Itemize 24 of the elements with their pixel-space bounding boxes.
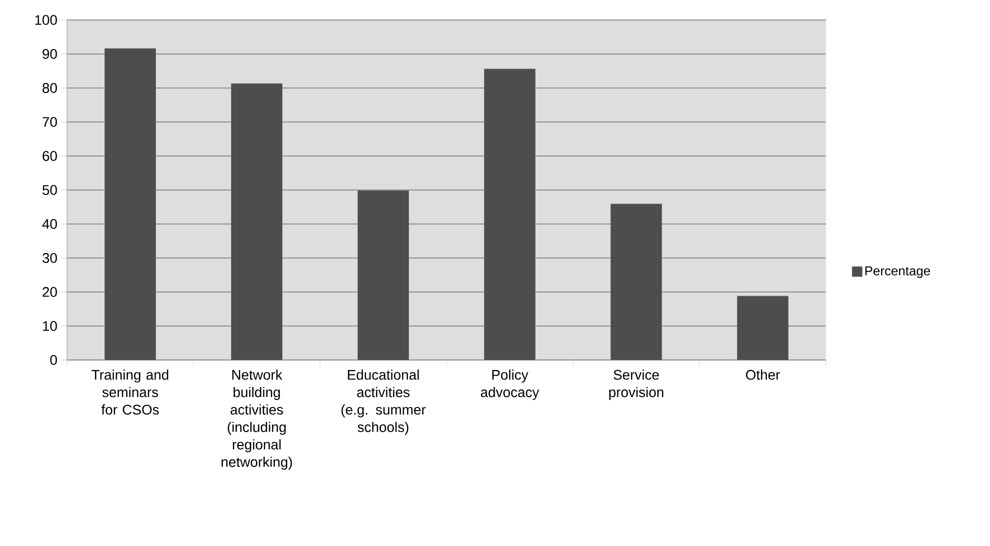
x-tick-label: Educational activities (e.g. summer schools) (341, 370, 426, 435)
y-tick-label: 80 (42, 83, 57, 93)
y-tick-label: 30 (42, 253, 57, 263)
y-tick-label: 100 (35, 15, 57, 25)
bar (484, 68, 536, 360)
bar (104, 48, 156, 360)
bar (358, 190, 409, 360)
x-tick-label: Policy advocacy (480, 370, 540, 400)
y-tick-label: 50 (42, 185, 57, 195)
bar (610, 204, 662, 360)
x-tick-label: Training and seminars for CSOs (92, 370, 168, 415)
y-tick-label: 0 (50, 355, 57, 365)
x-tick-label: Service provision (609, 370, 664, 400)
x-tick-label: Other (746, 370, 780, 380)
y-tick-label: 70 (42, 117, 57, 127)
bar (231, 83, 282, 360)
y-tick-label: 90 (42, 49, 57, 59)
y-tick-label: 20 (42, 287, 57, 297)
y-tick-label: 40 (42, 219, 57, 229)
x-tick-label: Network building activities (including regional networking) (222, 370, 292, 470)
legend-label: Percentage (865, 266, 930, 278)
y-tick-label: 10 (43, 321, 57, 331)
bar (737, 296, 788, 360)
y-tick-label: 60 (42, 151, 57, 161)
